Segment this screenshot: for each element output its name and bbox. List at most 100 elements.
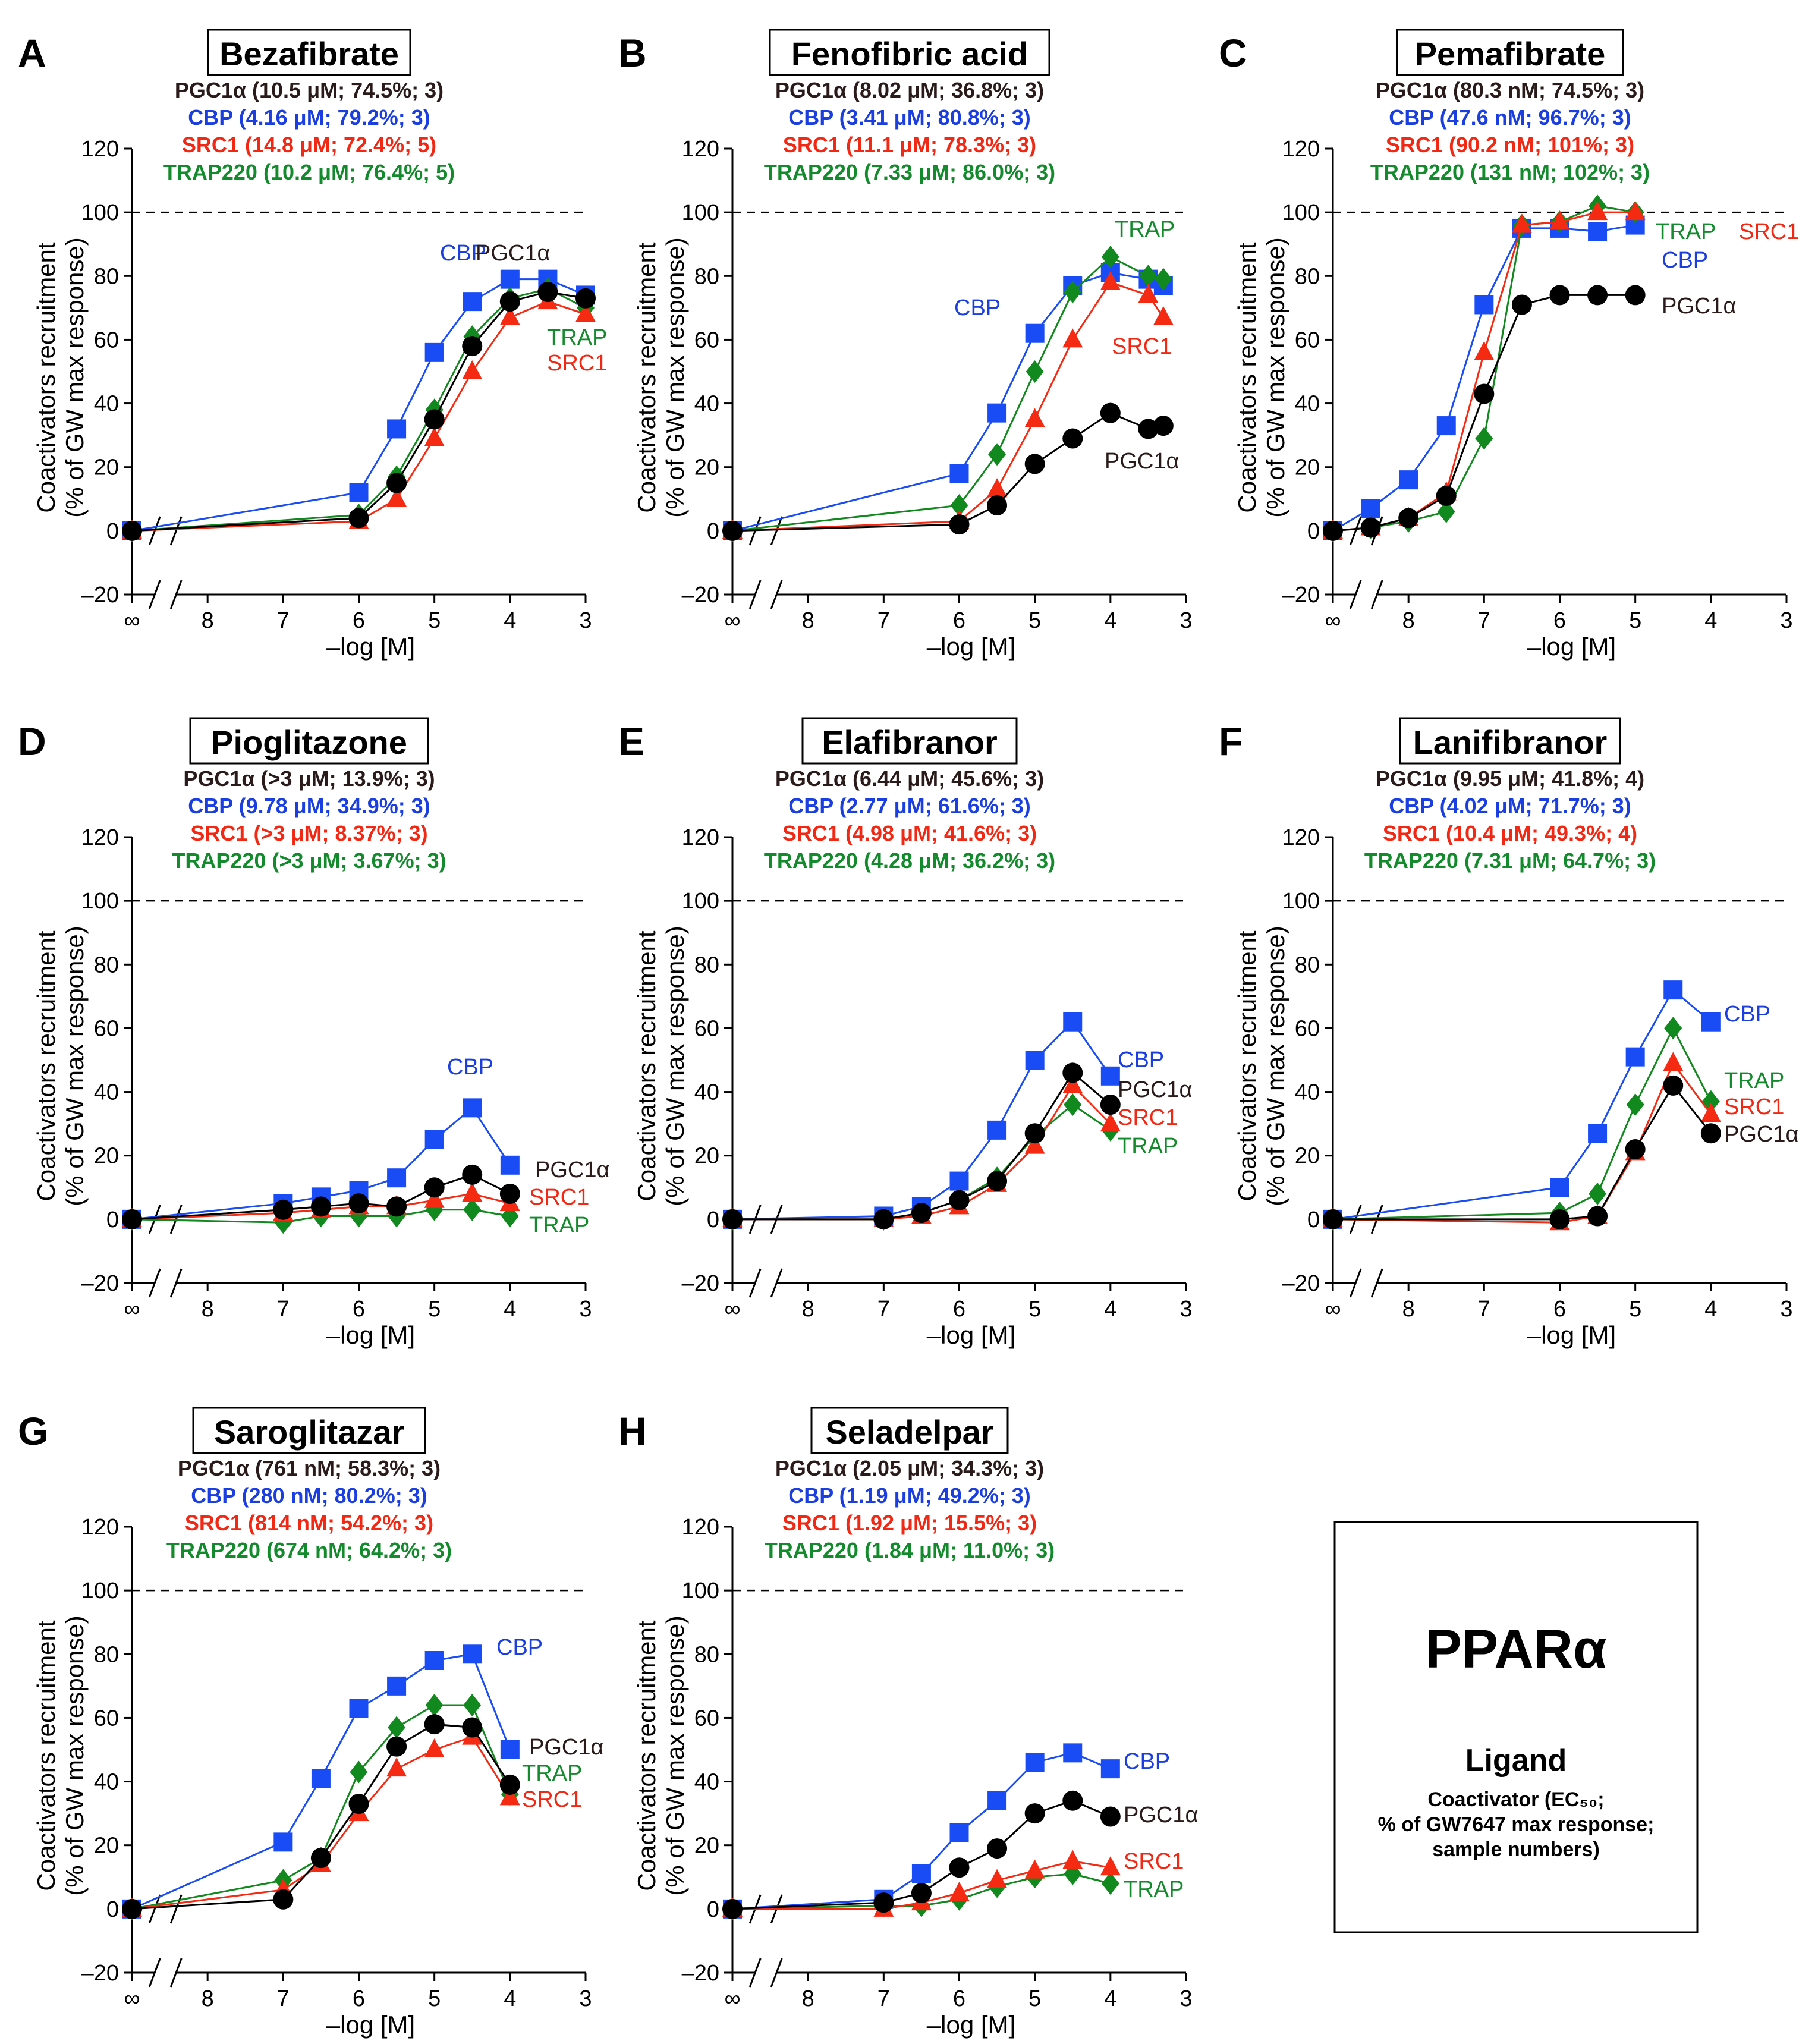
- y-axis-title-line-1: Coactivators recruitment: [633, 930, 660, 1201]
- series-trap: TRAP: [724, 217, 1175, 542]
- y-tick-label: 40: [94, 1080, 119, 1105]
- data-point: [499, 1184, 520, 1204]
- axis-break-mark: [1370, 580, 1383, 609]
- y-tick-label: –20: [81, 1271, 119, 1296]
- data-point: [1587, 1206, 1608, 1227]
- y-tick-label: –20: [682, 583, 719, 608]
- summary-line: PGC1α (80.3 nM; 74.5%; 3): [1376, 78, 1644, 102]
- data-point: [310, 1196, 331, 1217]
- panel-letter: C: [1219, 31, 1247, 75]
- data-point: [1024, 1803, 1045, 1824]
- data-point: [949, 1823, 969, 1842]
- data-point: [1062, 1790, 1083, 1811]
- y-tick-label: 60: [94, 1016, 119, 1041]
- data-point: [911, 1883, 932, 1904]
- series-label: CBP: [1124, 1749, 1170, 1774]
- y-tick-label: 80: [694, 1642, 719, 1667]
- data-point: [1138, 284, 1159, 303]
- series-label: PGC1α: [535, 1158, 609, 1183]
- x-tick-label: 8: [802, 608, 814, 633]
- summary-line: CBP (280 nM; 80.2%; 3): [191, 1483, 427, 1508]
- panel-letter: E: [618, 719, 644, 763]
- axis-break-mark: [148, 1268, 161, 1298]
- data-point: [949, 1882, 970, 1901]
- axis-break-mark: [770, 1958, 783, 1988]
- data-point: [311, 1769, 331, 1788]
- y-tick-label: 0: [707, 519, 719, 544]
- series-label: TRAP: [1656, 219, 1716, 244]
- data-point: [425, 1198, 444, 1221]
- y-tick-label: 0: [106, 519, 119, 544]
- data-point: [1625, 1139, 1646, 1159]
- data-point: [949, 1857, 970, 1878]
- x-tick-label: 5: [1028, 1297, 1041, 1322]
- chart-panel-g: G Saroglitazar PGC1α (761 nM; 58.3%; 3) CBP…: [18, 1407, 603, 2039]
- y-tick-label: 100: [81, 200, 119, 225]
- y-tick-label: 20: [94, 1144, 119, 1169]
- title-box: [192, 1407, 426, 1454]
- x-tick-label: 7: [877, 1986, 890, 2011]
- x-tick-label: ∞: [1325, 1297, 1341, 1322]
- chart-title: Fenofibric acid: [791, 35, 1028, 73]
- data-point: [424, 1738, 445, 1757]
- x-tick-label: 3: [1180, 1986, 1192, 2011]
- data-point: [1701, 1090, 1720, 1113]
- x-tick-label: 3: [579, 608, 592, 633]
- data-point: [1062, 1850, 1083, 1869]
- data-point: [1153, 416, 1174, 436]
- data-point: [499, 306, 520, 325]
- data-point: [424, 1188, 445, 1208]
- data-point: [310, 1848, 331, 1869]
- y-tick-label: 80: [94, 952, 119, 977]
- y-tick-label: 100: [682, 1578, 719, 1603]
- data-point: [1024, 1134, 1045, 1154]
- series-pgc1a: PGC1α: [122, 1714, 603, 1919]
- legend-line-1: Coactivator (EC₅₀;: [1427, 1788, 1604, 1811]
- axis-break-mark: [1349, 580, 1362, 609]
- series-label: PGC1α: [1124, 1803, 1198, 1828]
- x-tick-label: 6: [353, 1986, 365, 2011]
- data-point: [350, 1760, 368, 1784]
- series-pgc1a: PGC1α: [1323, 1075, 1798, 1229]
- data-point: [1024, 1123, 1045, 1144]
- legend-title: PPARα: [1425, 1619, 1606, 1680]
- axis-break-mark: [169, 580, 183, 609]
- y-tick-label: 40: [694, 392, 719, 417]
- axis-break-mark: [748, 1268, 762, 1298]
- data-point: [1475, 427, 1493, 450]
- x-axis-title: –log [M]: [927, 1321, 1015, 1349]
- data-point: [122, 520, 142, 541]
- data-point: [575, 288, 596, 309]
- data-point: [1398, 508, 1419, 529]
- data-point: [386, 1196, 407, 1217]
- x-tick-label: 7: [877, 1297, 890, 1322]
- data-point: [1511, 213, 1532, 233]
- y-tick-label: 20: [1295, 455, 1320, 480]
- data-point: [1663, 1075, 1684, 1096]
- data-point: [424, 1130, 444, 1149]
- data-break-mark: [1349, 516, 1362, 546]
- summary-line: PGC1α (6.44 μM; 45.6%; 3): [775, 766, 1044, 791]
- summary-line: TRAP220 (131 nM; 102%; 3): [1370, 160, 1650, 184]
- summary-line: PGC1α (9.95 μM; 41.8%; 4): [1376, 766, 1644, 791]
- panel-letter: H: [618, 1409, 647, 1453]
- y-tick-label: 120: [1282, 825, 1320, 850]
- data-point: [1625, 201, 1646, 221]
- summary-line: CBP (1.19 μM; 49.2%; 3): [788, 1483, 1031, 1508]
- data-point: [1026, 360, 1044, 383]
- x-tick-label: ∞: [724, 1297, 740, 1322]
- title-box: [1396, 29, 1624, 76]
- y-tick-label: 20: [694, 455, 719, 480]
- x-tick-label: 8: [202, 1297, 214, 1322]
- y-tick-label: 100: [682, 889, 719, 914]
- data-point: [987, 403, 1007, 423]
- y-tick-label: 0: [707, 1207, 719, 1232]
- x-tick-label: 8: [1402, 608, 1415, 633]
- summary-line: PGC1α (761 nM; 58.3%; 3): [178, 1456, 441, 1480]
- data-point: [463, 1644, 482, 1664]
- series-label: TRAP: [522, 1761, 582, 1786]
- series-pgc1a: PGC1α: [722, 402, 1179, 541]
- data-point: [987, 1120, 1007, 1140]
